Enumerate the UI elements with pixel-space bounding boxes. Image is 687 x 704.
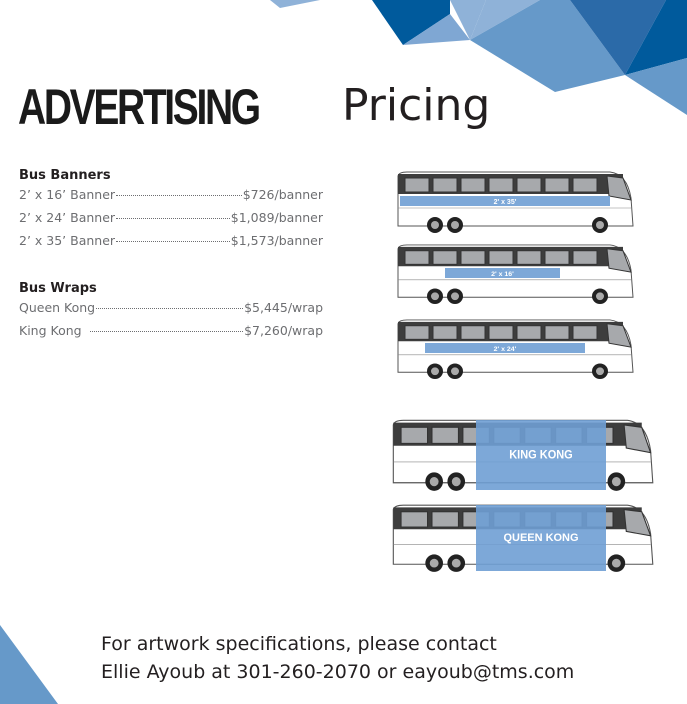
section-heading: Bus Wraps [19, 281, 97, 296]
item-price: $1,573/banner [230, 233, 323, 248]
price-row: Queen Kong $5,445/wrap [19, 300, 323, 323]
item-label: Queen Kong [19, 300, 96, 315]
bus-illustration: 2' x 35' [397, 171, 634, 233]
price-row: King Kong $7,260/wrap [19, 323, 323, 346]
item-label: 2’ x 35’ Banner [19, 233, 116, 248]
bus-illustration: KING KONG [392, 419, 654, 491]
contact-info: For artwork specifications, please conta… [101, 630, 574, 686]
banner-label: QUEEN KONG [503, 532, 578, 544]
item-label: 2’ x 24’ Banner [19, 210, 116, 225]
bus-illustration: 2' x 24' [397, 319, 634, 380]
banner-label: 2' x 16' [491, 271, 514, 278]
banner-label: KING KONG [509, 449, 573, 462]
item-price: $726/banner [242, 187, 323, 202]
bus-wraps-section: Bus Wraps Queen Kong $5,445/wrap King Kon… [19, 281, 323, 346]
banner-label: 2' x 24' [494, 346, 517, 353]
price-row: 2’ x 35’ Banner $1,573/banner [19, 233, 323, 256]
contact-line-2: Ellie Ayoub at 301-260-2070 or eayoub@tm… [101, 661, 575, 683]
banner-area [476, 420, 606, 490]
banner-label: 2' x 35' [494, 199, 517, 206]
bus-illustration: QUEEN KONG [392, 504, 654, 572]
item-price: $1,089/banner [230, 210, 323, 225]
item-label: King Kong [19, 323, 82, 338]
item-label: 2’ x 16’ Banner [19, 187, 116, 202]
price-row: 2’ x 24’ Banner $1,089/banner [19, 210, 323, 233]
page-title: ADVERTISING Pricing [18, 78, 490, 136]
bus-banners-section: Bus Banners 2’ x 16’ Banner $726/banner 2… [19, 168, 323, 256]
banner-area [400, 196, 610, 206]
bus-illustration: 2' x 16' [397, 244, 634, 305]
title-light: Pricing [342, 80, 491, 131]
section-heading: Bus Banners [19, 168, 111, 183]
banner-area [425, 343, 585, 353]
contact-line-1: For artwork specifications, please conta… [101, 633, 497, 655]
banner-area [476, 505, 606, 571]
price-row: 2’ x 16’ Banner $726/banner [19, 187, 323, 210]
title-bold: ADVERTISING [18, 79, 261, 135]
item-price: $7,260/wrap [244, 323, 323, 338]
item-price: $5,445/wrap [244, 300, 323, 315]
banner-area [445, 268, 560, 278]
